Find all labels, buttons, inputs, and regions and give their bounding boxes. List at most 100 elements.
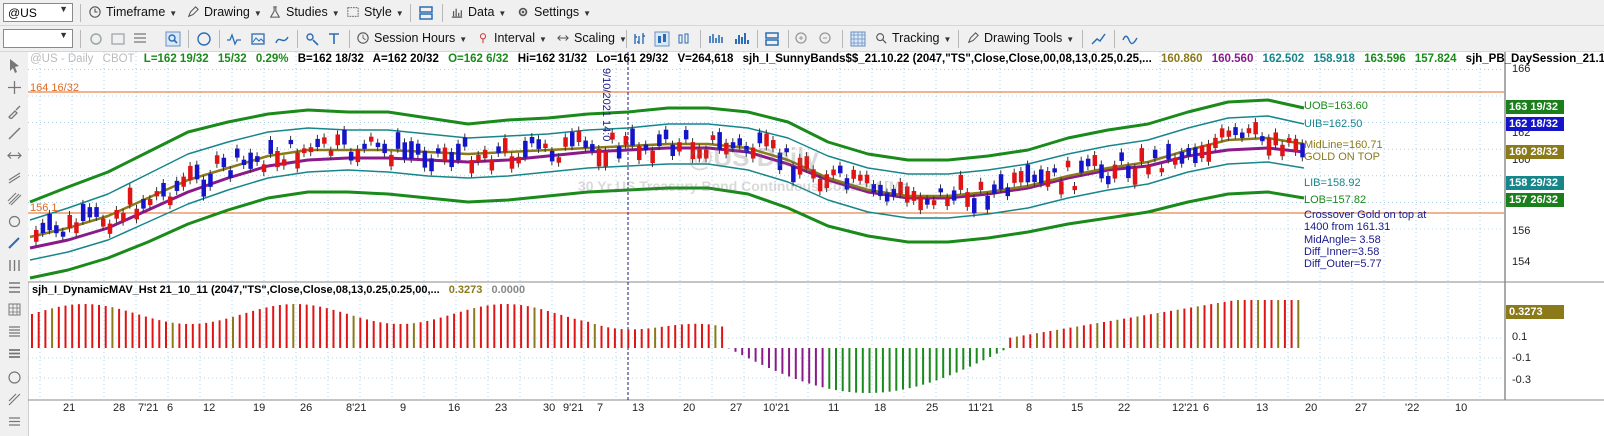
- indicator-icon[interactable]: [1122, 31, 1138, 47]
- candle-body: [905, 186, 910, 203]
- chevron-down-icon[interactable]: ▼: [59, 4, 68, 14]
- pulse-icon[interactable]: [226, 31, 242, 47]
- timeframe-menu[interactable]: Timeframe ▼: [88, 5, 177, 21]
- settings-menu[interactable]: Settings ▼: [516, 5, 591, 21]
- bar-chart-type-icon[interactable]: [632, 31, 648, 47]
- histogram-icon[interactable]: [734, 31, 750, 47]
- layout-icon[interactable]: [418, 5, 434, 21]
- candle-body: [261, 164, 267, 173]
- interval-menu[interactable]: Interval ▼: [476, 31, 547, 47]
- data-menu[interactable]: Data ▼: [450, 5, 506, 21]
- candle-body: [884, 192, 890, 202]
- zoom-in-icon[interactable]: [794, 31, 810, 47]
- date-axis-tick: 26: [300, 402, 313, 414]
- list-icon[interactable]: [7, 324, 22, 339]
- drawing-menu[interactable]: Drawing ▼: [186, 5, 262, 21]
- line-tool-icon[interactable]: [7, 126, 22, 141]
- settings-sliders-icon[interactable]: [7, 414, 22, 429]
- hatch-icon[interactable]: [7, 346, 22, 361]
- drawing-tools-menu[interactable]: Drawing Tools ▼: [966, 31, 1074, 47]
- date-axis-tick: 28: [113, 402, 126, 414]
- candle-body: [610, 132, 615, 140]
- candle-body: [1072, 185, 1077, 191]
- pointer-icon[interactable]: [7, 58, 22, 73]
- candle-body: [1139, 148, 1144, 162]
- candle-body: [737, 138, 742, 146]
- crosshair-grid-icon[interactable]: [850, 31, 866, 47]
- candle-body: [596, 148, 602, 167]
- cycle-icon[interactable]: [7, 214, 22, 229]
- curve-icon[interactable]: [274, 31, 290, 47]
- candle-body: [1246, 128, 1252, 134]
- hollow-candle-icon[interactable]: [676, 31, 692, 47]
- compass-icon[interactable]: [196, 31, 212, 47]
- separator: [1114, 30, 1115, 48]
- candle-body: [489, 159, 495, 171]
- date-axis-tick: 27: [1355, 402, 1368, 414]
- diagonal-icon[interactable]: [7, 392, 22, 407]
- candle-body: [302, 148, 307, 154]
- image-icon[interactable]: [250, 31, 266, 47]
- candle-body: [878, 184, 883, 197]
- candle-chart-type-icon[interactable]: [654, 31, 670, 47]
- candle-body: [972, 198, 977, 214]
- separator: [1082, 30, 1083, 48]
- candle-body: [147, 199, 153, 205]
- session-hours-menu[interactable]: Session Hours ▼: [356, 31, 467, 47]
- volume-bars-icon[interactable]: [708, 31, 724, 47]
- candle-body: [121, 212, 126, 222]
- style-menu[interactable]: Style ▼: [346, 5, 404, 21]
- candle-body: [114, 210, 119, 219]
- date-axis-tick: 8'21: [346, 402, 367, 414]
- candle-body: [1260, 136, 1265, 142]
- trendline-icon[interactable]: [1090, 31, 1106, 47]
- studies-menu[interactable]: Studies ▼: [268, 5, 340, 21]
- grid-icon[interactable]: [132, 31, 148, 47]
- candle-body: [355, 149, 361, 163]
- chevron-down-icon[interactable]: ▼: [59, 30, 68, 40]
- horizontal-lines-icon[interactable]: [7, 280, 22, 295]
- candle-body: [482, 149, 488, 159]
- gear-icon: [518, 7, 528, 17]
- split-panes-icon[interactable]: [764, 31, 780, 47]
- candle-body: [168, 196, 173, 206]
- candle-body: [771, 140, 776, 149]
- candle-body: [898, 181, 903, 195]
- arrows-icon[interactable]: [7, 148, 22, 163]
- band-uib: [29, 115, 1305, 221]
- chart-canvas[interactable]: [28, 52, 1604, 436]
- text-format-icon[interactable]: [326, 31, 342, 47]
- header-ask: A=162 20/32: [372, 53, 439, 65]
- refresh-icon[interactable]: [88, 31, 104, 47]
- secondary-input[interactable]: ▼: [3, 29, 73, 48]
- candle-body: [295, 152, 300, 169]
- table-icon[interactable]: [7, 302, 22, 317]
- band-lob: [29, 186, 1305, 280]
- band-uob: [29, 98, 1305, 204]
- brush-icon[interactable]: [7, 104, 22, 119]
- vertical-lines-icon[interactable]: [7, 258, 22, 273]
- candle-body: [1106, 175, 1111, 185]
- tracking-menu[interactable]: Tracking ▼: [874, 31, 951, 47]
- candle-body: [1186, 148, 1191, 157]
- candle-body: [1179, 151, 1185, 164]
- date-axis-tick: 6: [167, 402, 174, 414]
- zoom-window-icon[interactable]: [165, 31, 181, 47]
- symbol-input[interactable]: @US ▼: [3, 3, 73, 22]
- candle-body: [710, 135, 716, 140]
- header-last: L=162 19/32: [143, 53, 209, 65]
- channel-icon[interactable]: [7, 170, 22, 185]
- link-icon[interactable]: [110, 31, 126, 47]
- style-label: Style: [364, 5, 392, 19]
- candle-body: [375, 142, 381, 148]
- scaling-menu[interactable]: Scaling ▼: [556, 31, 627, 47]
- tools-icon[interactable]: [304, 31, 320, 47]
- crosshair-icon[interactable]: [7, 80, 22, 95]
- candle-body: [650, 150, 655, 164]
- watermark-subtitle: 30 Yr US Treasury Bond Continuous Contra…: [578, 178, 909, 194]
- zoom-out-icon[interactable]: [818, 31, 834, 47]
- fib-icon[interactable]: [7, 192, 22, 207]
- candle-body: [791, 166, 796, 183]
- ruler-icon[interactable]: [7, 236, 22, 251]
- target-icon[interactable]: [7, 370, 22, 385]
